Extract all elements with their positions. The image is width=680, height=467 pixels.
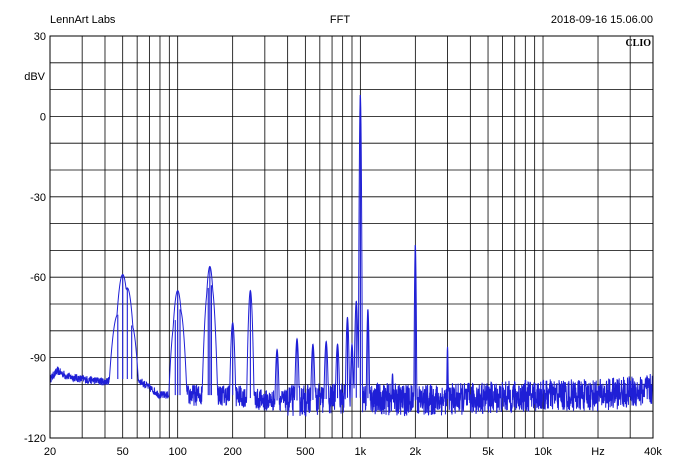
x-tick-label: 50 <box>117 446 129 458</box>
y-tick-label: -60 <box>30 272 46 284</box>
x-tick-label: 10k <box>534 446 552 458</box>
y-tick-label: -30 <box>30 192 46 204</box>
x-tick-label: 1k <box>355 446 367 458</box>
x-axis-label: Hz <box>591 446 604 458</box>
spectrum-trace <box>49 94 654 417</box>
x-tick-label: 200 <box>223 446 241 458</box>
grid-lines <box>50 36 653 438</box>
x-tick-label: 40k <box>644 446 662 458</box>
header-center: FFT <box>330 14 350 26</box>
x-tick-labels: 20 50 100 200 500 1k 2k 5k 10k 40k <box>44 446 662 458</box>
header-left: LennArt Labs <box>50 14 116 26</box>
clio-logo: CLIO <box>625 38 651 49</box>
y-tick-label: -90 <box>30 353 46 365</box>
x-tick-label: 20 <box>44 446 56 458</box>
x-tick-label: 500 <box>296 446 314 458</box>
x-tick-label: 100 <box>169 446 187 458</box>
y-tick-label: 30 <box>34 31 46 43</box>
y-tick-labels: 30 0 -30 -60 -90 -120 <box>24 31 46 445</box>
x-tick-label: 2k <box>410 446 422 458</box>
header-right: 2018-09-16 15.06.00 <box>551 14 653 26</box>
y-tick-label: 0 <box>40 111 46 123</box>
plot-frame <box>49 35 654 439</box>
x-tick-label: 5k <box>482 446 494 458</box>
y-tick-label: -120 <box>24 433 46 445</box>
y-axis-label: dBV <box>24 71 45 83</box>
